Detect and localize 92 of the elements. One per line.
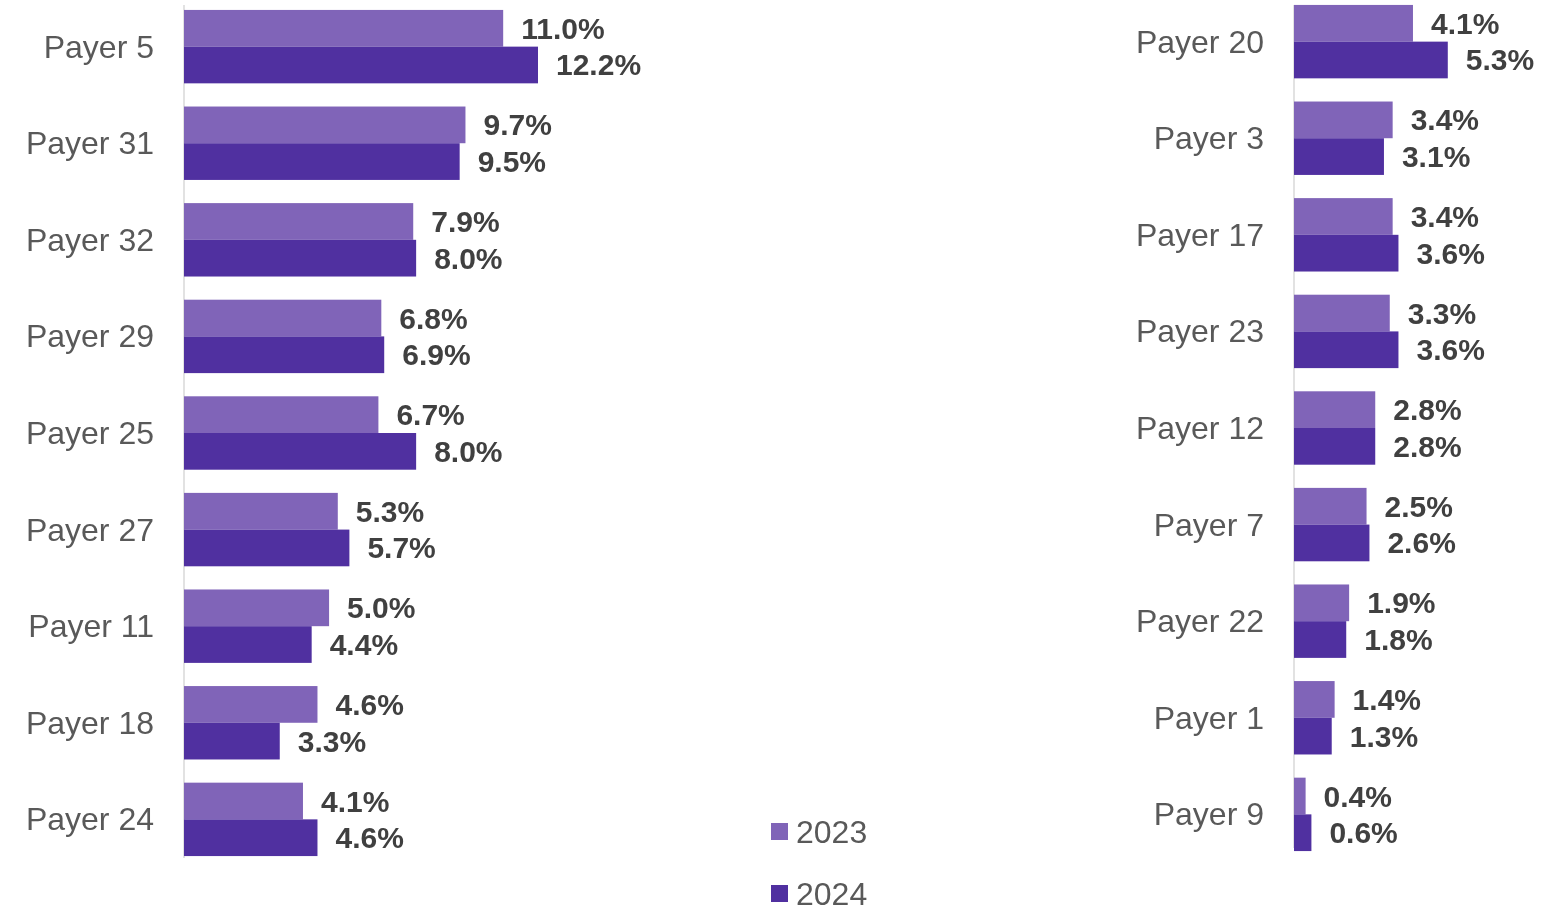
data-label: 0.4% [1323, 779, 1392, 813]
y-tick-label: Payer 31 [25, 125, 154, 162]
bar [1294, 138, 1384, 175]
data-label: 6.7% [396, 398, 465, 432]
data-label: 11.0% [521, 11, 605, 45]
data-label: 3.1% [1401, 140, 1471, 174]
data-label: 4.1% [320, 784, 390, 818]
bar [184, 299, 382, 337]
data-label: 4.1% [1430, 6, 1500, 40]
y-tick-label: Payer 24 [25, 801, 154, 838]
data-label: 8.0% [434, 241, 503, 275]
bar [1294, 198, 1393, 235]
data-label: 2.8% [1393, 429, 1462, 463]
bar [1294, 621, 1347, 658]
bar [1294, 294, 1390, 332]
bar [1294, 391, 1376, 428]
bar [184, 529, 350, 567]
bar [1294, 814, 1312, 852]
data-label: 1.4% [1352, 682, 1422, 716]
bar [184, 9, 504, 47]
bar [1294, 681, 1335, 718]
legend-label: 2023 [796, 814, 868, 850]
data-label: 3.3% [1407, 296, 1477, 330]
y-tick-label: Payer 7 [1153, 506, 1264, 543]
bar [1294, 524, 1370, 562]
bar [184, 782, 303, 820]
y-tick-label: Payer 22 [1135, 603, 1264, 640]
bar [184, 203, 414, 240]
data-label: 6.8% [399, 301, 468, 335]
bar [1294, 234, 1399, 272]
data-label: 5.3% [355, 494, 425, 528]
data-label: 1.8% [1364, 623, 1433, 657]
bar [184, 492, 338, 530]
data-label: 8.0% [434, 434, 503, 468]
y-tick-label: Payer 20 [1135, 23, 1264, 60]
bar [184, 239, 417, 277]
legend-label: 2024 [796, 876, 868, 909]
data-label: 3.6% [1416, 333, 1485, 367]
y-tick-label: Payer 3 [1153, 120, 1264, 157]
y-tick-label: Payer 12 [1135, 410, 1264, 446]
data-label: 9.5% [477, 145, 547, 179]
data-label: 5.0% [347, 591, 416, 625]
y-tick-label: Payer 25 [25, 415, 154, 451]
data-label: 9.7% [483, 108, 552, 142]
bar [184, 626, 312, 663]
bar [1294, 101, 1393, 139]
bar [1294, 41, 1448, 79]
data-label: 0.6% [1329, 816, 1398, 850]
bar [1294, 4, 1413, 42]
bar [184, 433, 417, 470]
bar [1294, 331, 1399, 369]
bar [184, 396, 379, 433]
y-tick-label: Payer 9 [1153, 796, 1264, 833]
data-label: 4.6% [335, 687, 404, 721]
bar [184, 686, 318, 723]
data-label: 2.5% [1384, 489, 1453, 523]
y-tick-label: Payer 32 [25, 221, 154, 258]
bar [184, 819, 318, 857]
y-tick-label: Payer 23 [1135, 313, 1264, 350]
data-label: 1.9% [1367, 586, 1436, 620]
bar [184, 106, 466, 144]
bar [184, 722, 280, 760]
y-tick-label: Payer 11 [28, 608, 154, 645]
data-label: 4.6% [335, 821, 404, 855]
bar [184, 589, 330, 627]
bar [184, 143, 460, 180]
bar [184, 46, 538, 84]
data-label: 3.4% [1410, 103, 1480, 137]
data-label: 7.9% [431, 204, 500, 238]
y-tick-label: Payer 18 [25, 704, 154, 741]
y-tick-label: Payer 29 [25, 318, 154, 355]
bar [1294, 584, 1350, 622]
bar [1294, 487, 1367, 525]
data-label: 3.6% [1416, 236, 1485, 270]
data-label: 1.3% [1349, 719, 1419, 753]
y-tick-label: Payer 27 [25, 511, 154, 548]
data-label: 3.4% [1410, 199, 1480, 233]
y-tick-label: Payer 1 [1153, 699, 1264, 736]
y-tick-label: Payer 17 [1135, 216, 1264, 253]
data-label: 12.2% [556, 48, 642, 82]
bar [1294, 777, 1306, 815]
data-label: 4.4% [329, 628, 399, 662]
bar [1294, 428, 1376, 465]
y-tick-label: Payer 5 [43, 28, 154, 65]
bar [184, 336, 385, 374]
data-label: 5.3% [1465, 43, 1535, 77]
data-label: 5.7% [367, 531, 436, 565]
data-label: 2.8% [1393, 393, 1462, 427]
data-label: 2.6% [1387, 526, 1456, 560]
bar [1294, 717, 1332, 755]
data-label: 3.3% [297, 724, 367, 758]
data-label: 6.9% [402, 338, 471, 372]
